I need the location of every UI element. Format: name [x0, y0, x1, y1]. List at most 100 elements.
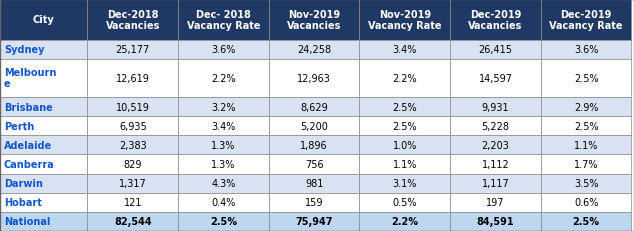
- Text: 1,112: 1,112: [482, 159, 509, 169]
- Text: 2,203: 2,203: [482, 140, 509, 150]
- Text: Dec-2019
Vacancies: Dec-2019 Vacancies: [469, 9, 522, 31]
- Bar: [269, 60, 359, 98]
- Text: 1.3%: 1.3%: [211, 140, 236, 150]
- Bar: [359, 155, 450, 174]
- Bar: [87, 193, 178, 212]
- Bar: [359, 40, 450, 60]
- Text: 2.5%: 2.5%: [392, 102, 417, 112]
- Bar: [87, 136, 178, 155]
- Text: 0.6%: 0.6%: [574, 198, 598, 207]
- Bar: [541, 0, 631, 40]
- Text: 1,896: 1,896: [301, 140, 328, 150]
- Text: Perth: Perth: [4, 121, 34, 131]
- Bar: [0, 117, 87, 136]
- Bar: [178, 0, 269, 40]
- Bar: [541, 155, 631, 174]
- Text: Dec- 2018
Vacancy Rate: Dec- 2018 Vacancy Rate: [187, 9, 260, 31]
- Text: 12,963: 12,963: [297, 73, 331, 84]
- Text: 121: 121: [124, 198, 142, 207]
- Text: Nov-2019
Vacancies: Nov-2019 Vacancies: [287, 9, 341, 31]
- Text: 2.2%: 2.2%: [391, 216, 418, 226]
- Bar: [541, 60, 631, 98]
- Bar: [541, 40, 631, 60]
- Text: 1.3%: 1.3%: [211, 159, 236, 169]
- Bar: [541, 136, 631, 155]
- Text: 3.5%: 3.5%: [574, 178, 598, 188]
- Bar: [178, 60, 269, 98]
- Text: 1.1%: 1.1%: [392, 159, 417, 169]
- Bar: [178, 212, 269, 231]
- Text: 84,591: 84,591: [477, 216, 514, 226]
- Text: 1,317: 1,317: [119, 178, 146, 188]
- Text: 14,597: 14,597: [479, 73, 512, 84]
- Bar: [450, 193, 541, 212]
- Text: 1.0%: 1.0%: [392, 140, 417, 150]
- Bar: [541, 193, 631, 212]
- Bar: [541, 117, 631, 136]
- Text: 2.5%: 2.5%: [210, 216, 237, 226]
- Text: 3.6%: 3.6%: [574, 45, 598, 55]
- Text: 2.2%: 2.2%: [392, 73, 417, 84]
- Text: 829: 829: [124, 159, 142, 169]
- Text: 9,931: 9,931: [482, 102, 509, 112]
- Bar: [450, 117, 541, 136]
- Text: 3.2%: 3.2%: [211, 102, 236, 112]
- Text: 2,383: 2,383: [119, 140, 146, 150]
- Text: 2.5%: 2.5%: [392, 121, 417, 131]
- Bar: [450, 212, 541, 231]
- Text: Nov-2019
Vacancy Rate: Nov-2019 Vacancy Rate: [368, 9, 441, 31]
- Bar: [178, 155, 269, 174]
- Text: Brisbane: Brisbane: [4, 102, 53, 112]
- Text: 3.4%: 3.4%: [211, 121, 236, 131]
- Bar: [87, 0, 178, 40]
- Text: 756: 756: [305, 159, 323, 169]
- Text: 5,200: 5,200: [301, 121, 328, 131]
- Text: 6,935: 6,935: [119, 121, 146, 131]
- Text: 1,117: 1,117: [482, 178, 509, 188]
- Bar: [359, 98, 450, 117]
- Bar: [87, 117, 178, 136]
- Bar: [87, 212, 178, 231]
- Text: 24,258: 24,258: [297, 45, 331, 55]
- Bar: [359, 174, 450, 193]
- Bar: [178, 98, 269, 117]
- Text: 1.7%: 1.7%: [574, 159, 598, 169]
- Bar: [359, 117, 450, 136]
- Bar: [541, 212, 631, 231]
- Text: 1.1%: 1.1%: [574, 140, 598, 150]
- Text: 981: 981: [305, 178, 323, 188]
- Bar: [269, 136, 359, 155]
- Bar: [269, 98, 359, 117]
- Text: 159: 159: [305, 198, 323, 207]
- Bar: [450, 155, 541, 174]
- Bar: [450, 0, 541, 40]
- Bar: [87, 98, 178, 117]
- Bar: [269, 174, 359, 193]
- Bar: [0, 98, 87, 117]
- Text: City: City: [33, 15, 55, 25]
- Bar: [269, 117, 359, 136]
- Bar: [359, 136, 450, 155]
- Bar: [0, 193, 87, 212]
- Bar: [87, 174, 178, 193]
- Bar: [269, 212, 359, 231]
- Bar: [0, 174, 87, 193]
- Bar: [269, 40, 359, 60]
- Bar: [450, 174, 541, 193]
- Bar: [0, 212, 87, 231]
- Text: National: National: [4, 216, 50, 226]
- Bar: [450, 98, 541, 117]
- Bar: [541, 98, 631, 117]
- Bar: [178, 174, 269, 193]
- Text: 82,544: 82,544: [114, 216, 152, 226]
- Text: 2.5%: 2.5%: [573, 216, 600, 226]
- Text: 3.6%: 3.6%: [211, 45, 236, 55]
- Text: 12,619: 12,619: [116, 73, 150, 84]
- Bar: [87, 60, 178, 98]
- Bar: [359, 193, 450, 212]
- Text: 2.5%: 2.5%: [574, 121, 598, 131]
- Text: 2.5%: 2.5%: [574, 73, 598, 84]
- Text: 0.5%: 0.5%: [392, 198, 417, 207]
- Text: 197: 197: [486, 198, 505, 207]
- Bar: [87, 155, 178, 174]
